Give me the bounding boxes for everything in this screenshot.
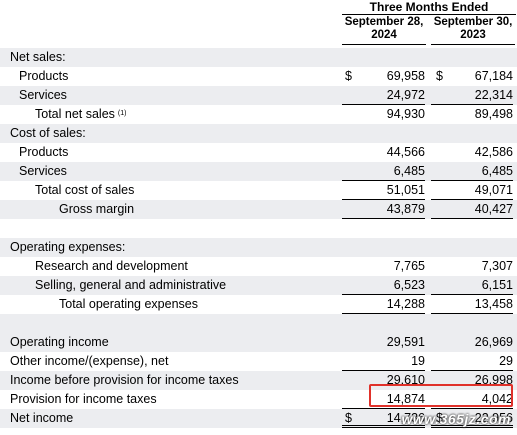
value-2023: 29 bbox=[431, 352, 513, 371]
currency-symbol: $ bbox=[345, 69, 352, 83]
row-label: Other income/(expense), net bbox=[10, 354, 169, 368]
value-2024: 29,591 bbox=[386, 335, 425, 349]
row-label: Services bbox=[19, 164, 67, 178]
row-net-income: Net income $ 14,736 $ 22,956 bbox=[0, 409, 517, 428]
value-2024: 7,765 bbox=[393, 259, 425, 273]
section-net-sales: Net sales: bbox=[0, 48, 517, 67]
value-2023: 22,314 bbox=[431, 86, 513, 105]
row-label: Total operating expenses bbox=[59, 297, 198, 311]
section-cost-of-sales: Cost of sales: bbox=[0, 124, 517, 143]
column-header-2023: September 30, 2023 bbox=[431, 16, 515, 45]
row-provision: Provision for income taxes 14,874 4,042 bbox=[0, 390, 517, 409]
value-2024: 6,523 bbox=[342, 276, 425, 295]
value-2024: 19 bbox=[342, 352, 425, 371]
row-sga: Selling, general and administrative 6,52… bbox=[0, 276, 517, 295]
row-label: Operating income bbox=[10, 335, 109, 349]
row-label: Selling, general and administrative bbox=[35, 278, 227, 292]
row-services: Services 24,972 22,314 bbox=[0, 86, 517, 105]
row-research: Research and development 7,765 7,307 bbox=[0, 257, 517, 276]
currency-symbol: $ bbox=[436, 411, 443, 425]
highlight-box bbox=[369, 384, 513, 407]
row-total-cost-of-sales: Total cost of sales 51,051 49,071 bbox=[0, 181, 517, 200]
row-label: Research and development bbox=[35, 259, 188, 273]
spacer-row bbox=[0, 314, 517, 333]
value-2024: 24,972 bbox=[342, 86, 425, 105]
value-2023: 13,458 bbox=[431, 295, 513, 314]
row-cos-products: Products 44,566 42,586 bbox=[0, 143, 517, 162]
value-2023: 40,427 bbox=[431, 200, 513, 219]
value-2023: 6,485 bbox=[431, 162, 513, 181]
value-2023: 22,956 bbox=[431, 409, 513, 428]
value-2023: 4,042 bbox=[431, 390, 513, 409]
row-cos-services: Services 6,485 6,485 bbox=[0, 162, 517, 181]
row-label: Services bbox=[19, 88, 67, 102]
spacer-row bbox=[0, 219, 517, 238]
row-label: Provision for income taxes bbox=[10, 392, 157, 406]
row-label: Gross margin bbox=[59, 202, 135, 216]
watermark: www.365jz.com bbox=[401, 411, 511, 427]
row-total-opex: Total operating expenses 14,288 13,458 bbox=[0, 295, 517, 314]
row-label: Net sales: bbox=[10, 50, 66, 64]
row-label: Total net sales (1) bbox=[35, 107, 127, 121]
row-other-income: Other income/(expense), net 19 29 bbox=[0, 352, 517, 371]
value-2023: 6,151 bbox=[431, 276, 513, 295]
value-2023: 7,307 bbox=[481, 259, 513, 273]
value-2024: 29,610 bbox=[386, 373, 425, 387]
period-header: Three Months Ended bbox=[342, 0, 516, 15]
row-label: Income before provision for income taxes bbox=[10, 373, 239, 387]
row-gross-margin: Gross margin 43,879 40,427 bbox=[0, 200, 517, 219]
value-2024: 14,288 bbox=[342, 295, 425, 314]
value-2023: 42,586 bbox=[474, 145, 513, 159]
row-label: Products bbox=[19, 69, 69, 83]
value-2023: 26,998 bbox=[474, 373, 513, 387]
column-header-2024: September 28, 2024 bbox=[342, 16, 426, 45]
currency-symbol: $ bbox=[345, 411, 352, 425]
row-label: Operating expenses: bbox=[10, 240, 126, 254]
value-2024: 43,879 bbox=[342, 200, 425, 219]
row-label: Products bbox=[19, 145, 69, 159]
section-operating-expenses: Operating expenses: bbox=[0, 238, 517, 257]
value-2023: 89,498 bbox=[474, 107, 513, 121]
value-2024: 6,485 bbox=[342, 162, 425, 181]
row-label: Net income bbox=[10, 411, 74, 425]
row-total-net-sales: Total net sales (1) 94,930 89,498 bbox=[0, 105, 517, 124]
value-2023: 26,969 bbox=[474, 335, 513, 349]
value-2024: 14,736 bbox=[342, 409, 425, 428]
value-2024: 44,566 bbox=[386, 145, 425, 159]
row-products: Products $ 69,958 $ 67,184 bbox=[0, 67, 517, 86]
row-operating-income: Operating income 29,591 26,969 bbox=[0, 333, 517, 352]
value-2024: 51,051 bbox=[342, 181, 425, 200]
value-2023: 49,071 bbox=[431, 181, 513, 200]
footnote-marker: (1) bbox=[117, 110, 127, 117]
row-label: Total cost of sales bbox=[35, 183, 135, 197]
value-2024: 94,930 bbox=[386, 107, 425, 121]
value-2024: 69,958 bbox=[386, 69, 425, 83]
value-2024: 14,874 bbox=[342, 390, 425, 409]
currency-symbol: $ bbox=[436, 69, 443, 83]
row-label: Cost of sales: bbox=[10, 126, 86, 140]
value-2023: 67,184 bbox=[474, 69, 513, 83]
